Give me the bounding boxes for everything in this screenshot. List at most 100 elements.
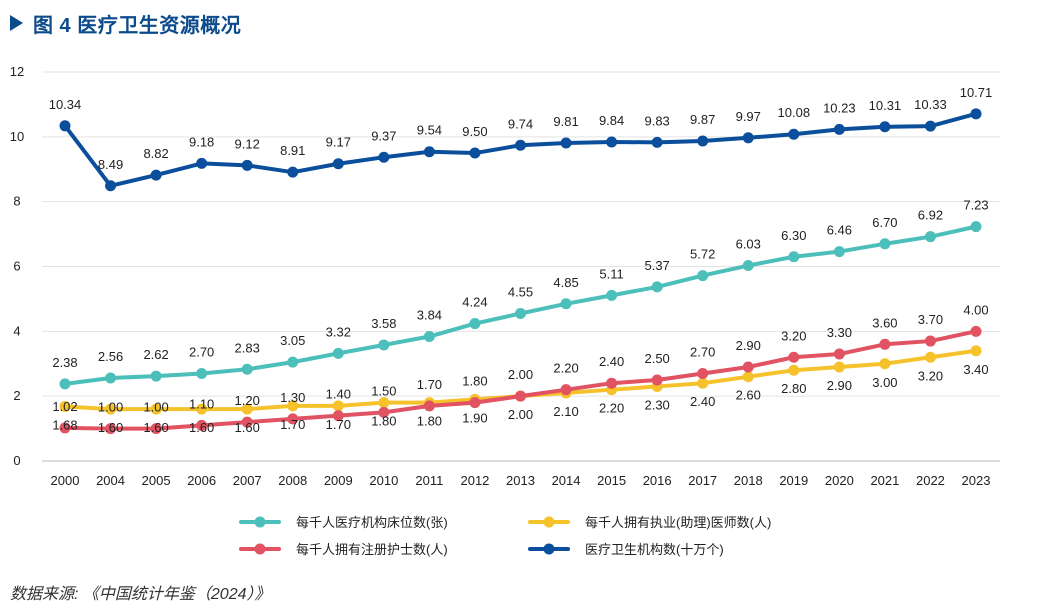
- data-label: 4.00: [963, 302, 988, 317]
- data-label: 3.70: [918, 312, 943, 327]
- data-label: 1.80: [462, 374, 487, 389]
- data-point: [879, 358, 891, 370]
- data-point: [924, 351, 936, 363]
- data-label: 9.74: [508, 116, 533, 131]
- data-point: [241, 416, 253, 428]
- x-tick-label: 2000: [51, 473, 80, 488]
- data-label: 3.84: [417, 308, 442, 323]
- data-source-note: 数据来源: 《中国统计年鉴（2024）》: [10, 586, 271, 603]
- data-label: 2.30: [644, 397, 669, 412]
- data-label: 6.70: [872, 215, 897, 230]
- data-point: [150, 370, 162, 382]
- data-point: [833, 123, 845, 135]
- data-point: [105, 423, 117, 435]
- y-tick-label: 12: [10, 64, 24, 79]
- data-point: [241, 363, 253, 375]
- data-label: 6.92: [918, 208, 943, 223]
- data-point: [423, 331, 435, 343]
- legend-marker: [254, 543, 266, 555]
- y-tick-label: 10: [10, 129, 24, 144]
- data-point: [378, 339, 390, 351]
- data-label: 2.40: [690, 394, 715, 409]
- data-label: 8.49: [98, 157, 123, 172]
- data-label: 10.31: [869, 98, 902, 113]
- data-point: [378, 151, 390, 163]
- data-label: 6.03: [736, 237, 761, 252]
- data-label: 1.60: [189, 420, 214, 435]
- data-label: 1.40: [326, 387, 351, 402]
- data-label: 3.32: [326, 324, 351, 339]
- data-label: 1.80: [417, 414, 442, 429]
- data-label: 1.70: [326, 417, 351, 432]
- data-label: 2.62: [143, 347, 168, 362]
- data-label: 9.12: [235, 136, 260, 151]
- data-label: 8.91: [280, 143, 305, 158]
- data-label: 1.60: [235, 420, 260, 435]
- y-tick-label: 0: [13, 453, 20, 468]
- data-point: [59, 120, 71, 132]
- data-point: [788, 351, 800, 363]
- data-label: 2.70: [690, 344, 715, 359]
- data-label: 5.72: [690, 247, 715, 262]
- legend-label: 医疗卫生机构数(十万个): [585, 542, 724, 557]
- data-point: [515, 308, 526, 320]
- data-label: 2.20: [599, 401, 624, 416]
- data-point: [879, 338, 891, 350]
- y-tick-label: 6: [13, 259, 20, 274]
- data-label: 1.68: [52, 418, 77, 433]
- data-point: [196, 157, 208, 169]
- data-label: 1.02: [52, 399, 77, 414]
- data-label: 10.08: [778, 105, 811, 120]
- data-label: 2.00: [508, 367, 533, 382]
- x-tick-label: 2012: [460, 473, 489, 488]
- data-label: 3.30: [827, 325, 852, 340]
- data-point: [606, 289, 618, 301]
- data-point: [59, 378, 71, 390]
- data-labels: 10.34 8.49 8.82 9.18 9.12 8.91 9.17 9.37 9.54 9.5…: [49, 85, 993, 435]
- data-label: 9.50: [462, 124, 487, 139]
- data-label: 9.84: [599, 113, 624, 128]
- data-point: [560, 384, 572, 396]
- data-point: [378, 397, 390, 409]
- data-label: 2.90: [827, 378, 852, 393]
- data-point: [196, 419, 208, 431]
- data-label: 2.56: [98, 349, 123, 364]
- data-point: [560, 298, 572, 310]
- data-point: [59, 422, 71, 434]
- title-triangle-icon: [10, 15, 23, 31]
- data-label: 2.83: [235, 340, 260, 355]
- data-point: [105, 403, 117, 415]
- data-point: [697, 367, 709, 379]
- data-point: [423, 400, 435, 412]
- data-label: 9.83: [644, 113, 669, 128]
- data-label: 1.10: [189, 396, 214, 411]
- x-tick-label: 2013: [506, 473, 535, 488]
- data-point: [833, 348, 845, 360]
- data-point: [924, 231, 936, 243]
- data-point: [879, 238, 891, 250]
- data-point: [970, 221, 982, 233]
- data-label: 9.97: [736, 109, 761, 124]
- data-label: 1.60: [98, 420, 123, 435]
- data-point: [469, 397, 481, 409]
- data-label: 4.85: [553, 275, 578, 290]
- legend: 每千人医疗机构床位数(张) 每千人拥有执业(助理)医师数(人) 每千人拥有注册护士数…: [239, 515, 771, 557]
- data-label: 8.82: [143, 146, 168, 161]
- legend-label: 每千人医疗机构床位数(张): [296, 515, 448, 530]
- data-label: 3.00: [872, 375, 897, 390]
- y-tick-label: 8: [13, 194, 20, 209]
- data-label: 7.23: [963, 198, 988, 213]
- data-point: [378, 406, 390, 418]
- data-label: 4.24: [462, 295, 487, 310]
- data-point: [651, 281, 663, 293]
- data-label: 2.60: [736, 388, 761, 403]
- y-tick-label: 4: [13, 323, 20, 338]
- x-tick-label: 2022: [916, 473, 945, 488]
- data-label: 1.70: [280, 417, 305, 432]
- data-point: [833, 246, 845, 258]
- data-label: 2.80: [781, 381, 806, 396]
- x-tick-label: 2016: [643, 473, 672, 488]
- data-label: 9.54: [417, 123, 442, 138]
- data-point: [515, 139, 526, 151]
